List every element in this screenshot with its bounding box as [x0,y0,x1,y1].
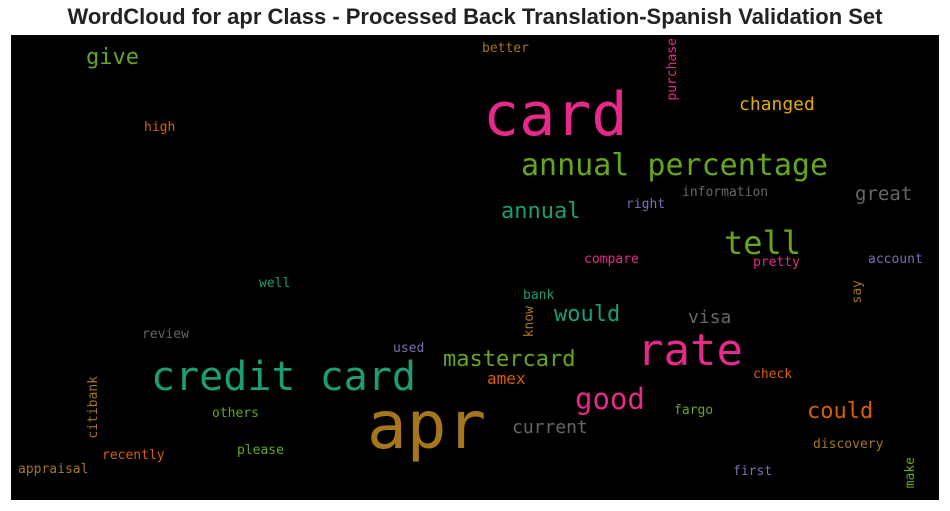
word-please: please [237,443,284,458]
word-purchase: purchase [665,38,680,101]
word-card: card [483,80,628,150]
word-discovery: discovery [813,437,884,452]
word-cloud: card apr rate credit card annual percent… [11,35,939,500]
word-pretty: pretty [753,255,800,270]
word-first: first [733,464,773,479]
word-review: review [142,327,189,342]
word-others: others [212,406,259,421]
word-would: would [554,302,621,327]
word-annual-percentage: annual percentage [521,148,829,183]
word-could: could [807,399,874,424]
word-right: right [626,197,666,212]
word-high: high [144,120,176,135]
word-visa: visa [688,307,732,328]
word-tell: tell [724,224,802,262]
word-know: know [522,306,537,338]
word-citibank: citibank [86,376,101,439]
word-credit-card: credit card [151,354,416,400]
word-well: well [259,276,291,291]
word-better: better [482,41,529,56]
word-make: make [903,457,918,489]
word-changed: changed [739,94,815,115]
word-check: check [753,367,793,382]
word-appraisal: appraisal [18,462,89,477]
word-amex: amex [487,369,526,388]
word-say: say [850,280,865,304]
chart-title: WordCloud for apr Class - Processed Back… [67,4,883,29]
word-compare: compare [584,252,639,267]
word-mastercard: mastercard [443,347,576,372]
word-good: good [575,382,645,416]
word-recently: recently [102,448,165,463]
word-current: current [512,417,588,438]
word-give: give [86,45,139,70]
word-information: information [682,185,769,200]
word-bank: bank [523,288,555,303]
word-annual: annual [501,199,581,224]
word-apr: apr [367,387,487,464]
word-great: great [855,183,913,205]
word-used: used [393,341,425,356]
word-rate: rate [637,325,743,376]
word-account: account [868,252,923,267]
word-fargo: fargo [674,403,714,418]
